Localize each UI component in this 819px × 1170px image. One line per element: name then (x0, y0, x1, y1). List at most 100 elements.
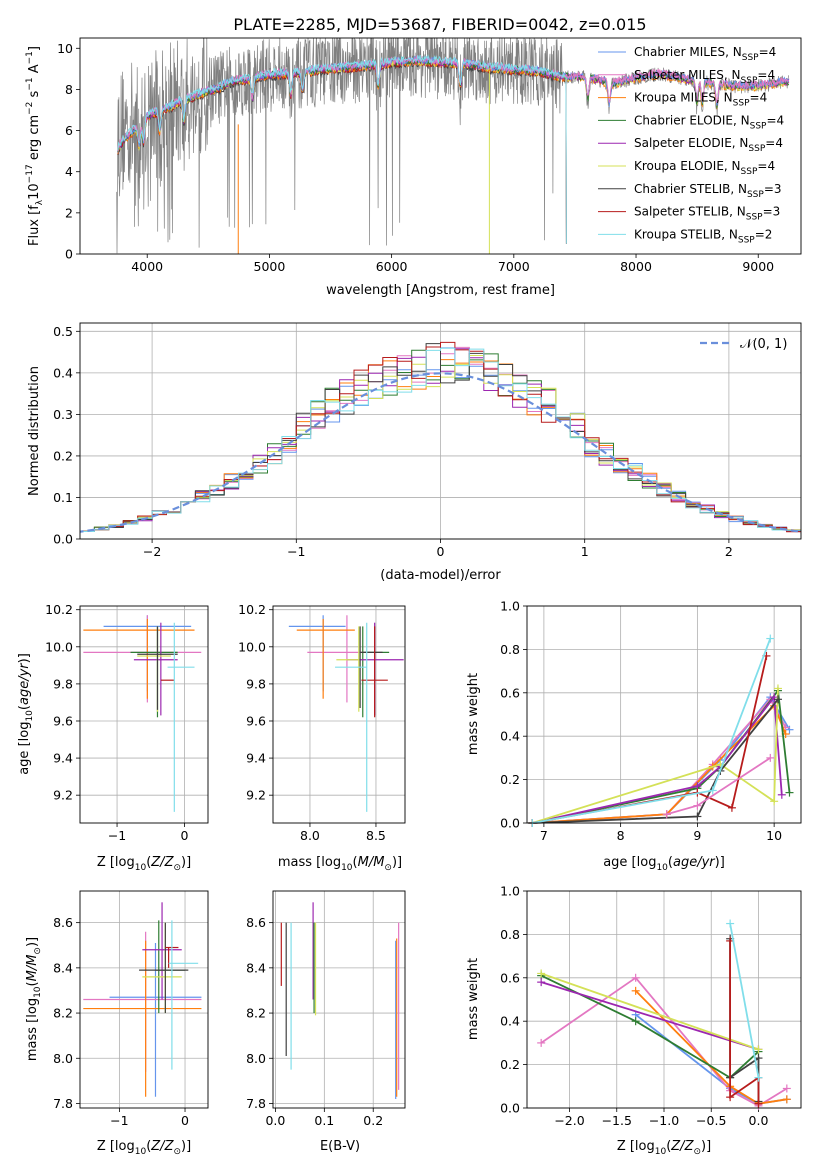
x-tick-label: −1 (108, 828, 126, 843)
y-tick-label: 10.0 (45, 639, 73, 654)
y-axis-label-part: )] (25, 937, 40, 947)
y-axis-label: mass weight (466, 673, 481, 755)
x-axis-label-part: ( (146, 855, 151, 870)
legend-label-part: Kroupa MILES, N (634, 91, 733, 105)
x-tick-label: 0.0 (265, 1113, 285, 1128)
legend-label-part: =4 (757, 68, 775, 82)
x-tick-label: 0 (181, 1113, 189, 1128)
x-tick-label: −1 (110, 1113, 128, 1128)
y-tick-label: 8.6 (246, 915, 266, 930)
axes-frame (79, 322, 802, 540)
y-tick-label: 7.8 (246, 1096, 266, 1111)
y-axis-label-part: ( (17, 705, 32, 710)
y-tick-label: 8.0 (53, 1051, 73, 1066)
y-axis-label-part: ] (27, 46, 42, 51)
y-tick-label: 9.8 (246, 676, 266, 691)
x-axis-label: (data-model)/error (380, 568, 501, 583)
y-tick-label: 10 (57, 41, 73, 56)
x-axis-label-part: age [log (603, 855, 656, 870)
x-axis-label: age [log10(age/yr)] (603, 855, 725, 873)
legend-label-part: Chabrier ELODIE, N (634, 113, 750, 127)
x-axis-label-part: ⊙ (384, 863, 392, 873)
axes-frame (79, 890, 209, 1109)
legend-label-part: =4 (759, 45, 777, 59)
x-axis-label: Z [log10(Z/Z⊙)] (97, 1139, 191, 1157)
x-axis-label-part: ⊙ (173, 1147, 181, 1157)
y-axis-label-part: ( (25, 981, 40, 986)
y-tick-label: 9.4 (246, 751, 266, 766)
legend-label-part: =2 (755, 227, 773, 241)
x-axis-label: Z [log10(Z/Z⊙)] (97, 855, 191, 873)
residual-histogram (80, 347, 801, 534)
series-line (729, 938, 760, 1102)
axes-frame (79, 605, 209, 824)
x-axis-label-part: )] (392, 855, 402, 870)
y-tick-label: 0.4 (500, 729, 520, 744)
legend-label-part: SSP (741, 76, 758, 86)
y-tick-label: 2 (65, 205, 73, 220)
y-tick-label: 6 (65, 123, 73, 138)
figure-title: PLATE=2285, MJD=53687, FIBERID=0042, z=0… (233, 15, 646, 34)
series-line (635, 990, 787, 1105)
axes-frame (526, 605, 802, 824)
y-axis-label-part: M/M (25, 955, 40, 982)
x-axis-label-part: 10 (341, 863, 353, 873)
x-axis-label-part: 10 (135, 1147, 147, 1157)
y-axis-label-part: 10 (33, 986, 43, 998)
x-axis-label-part: Z/Z (150, 1139, 174, 1154)
y-tick-label: 0.8 (500, 642, 520, 657)
x-axis-label-part: M/M (358, 855, 385, 870)
legend-label: Salpeter STELIB, NSSP=3 (634, 205, 780, 223)
axes-frame (79, 37, 802, 255)
x-tick-label: 0.1 (314, 1113, 334, 1128)
y-tick-label: 0.2 (53, 448, 73, 463)
series-line (729, 940, 760, 1104)
y-tick-label: 4 (65, 164, 73, 179)
plot-area (537, 919, 791, 1110)
x-axis-label-part: 10 (135, 863, 147, 873)
legend-label-part: Salpeter MILES, N (634, 68, 741, 82)
legend-label-part: Salpeter ELODIE, N (634, 136, 748, 150)
series-line (540, 974, 760, 1079)
y-axis-label-part: −17 (25, 164, 35, 183)
y-axis-label-part: ⊙ (33, 947, 43, 955)
x-tick-label: 1 (581, 544, 589, 559)
plot-area (288, 615, 404, 812)
y-tick-label: 10.2 (238, 602, 266, 617)
x-axis-label-part: Z [log (97, 855, 135, 870)
legend-label-part: SSP (742, 53, 759, 63)
x-tick-label: −1 (287, 544, 305, 559)
axes-frame (526, 890, 802, 1109)
residuals-panel: −2 −1 0 1 2 0.0 0.1 0.2 0.3 0.4 0.5 (data-model)/er… (27, 322, 802, 583)
x-tick-label: −0.5 (696, 1113, 726, 1128)
y-tick-label: 9.2 (53, 788, 73, 803)
x-tick-label: 0 (180, 828, 188, 843)
mass-vs-extinction-panel: 0.0 0.1 0.2 7.8 8.0 8.2 8.4 8.6 E(B-V) (246, 890, 406, 1154)
x-tick-label: 4000 (131, 259, 163, 274)
axes-frame (272, 605, 406, 824)
legend-label: 𝒩(0, 1) (740, 337, 787, 352)
x-tick-label: 7000 (498, 259, 530, 274)
y-axis-label-part: age/yr (17, 662, 32, 705)
x-tick-label: −2 (143, 544, 161, 559)
x-axis-label: E(B-V) (320, 1139, 360, 1154)
y-tick-label: 0.2 (500, 772, 520, 787)
spectrum-panel: 4000 5000 6000 7000 8000 9000 0 2 4 6 8 10 wavelengt… (25, 37, 802, 298)
y-tick-label: 8.2 (53, 1006, 73, 1021)
y-axis-label-part: −1 (25, 77, 35, 90)
mass-weight-vs-metallicity-panel: −2.0 −1.5 −1.0 −0.5 0.0 0.0 0.2 0.4 0.6 0.8 1.0 Z [… (466, 884, 802, 1157)
y-tick-label: 8.2 (246, 1006, 266, 1021)
y-tick-label: 7.8 (53, 1096, 73, 1111)
legend-label-part: Kroupa STELIB, N (634, 227, 738, 241)
series-line (532, 704, 787, 824)
y-tick-label: 0.4 (53, 365, 73, 380)
legend-label: Salpeter MILES, NSSP=4 (634, 68, 775, 86)
y-tick-label: 8 (65, 82, 73, 97)
legend-label-part: =3 (764, 182, 782, 196)
legend-label-part: SSP (738, 235, 755, 245)
y-axis-label-part: age [log (17, 722, 32, 775)
x-axis-label-part: )] (181, 855, 191, 870)
legend-label-part: SSP (741, 167, 758, 177)
x-axis-label-part: Z/Z (670, 1139, 694, 1154)
